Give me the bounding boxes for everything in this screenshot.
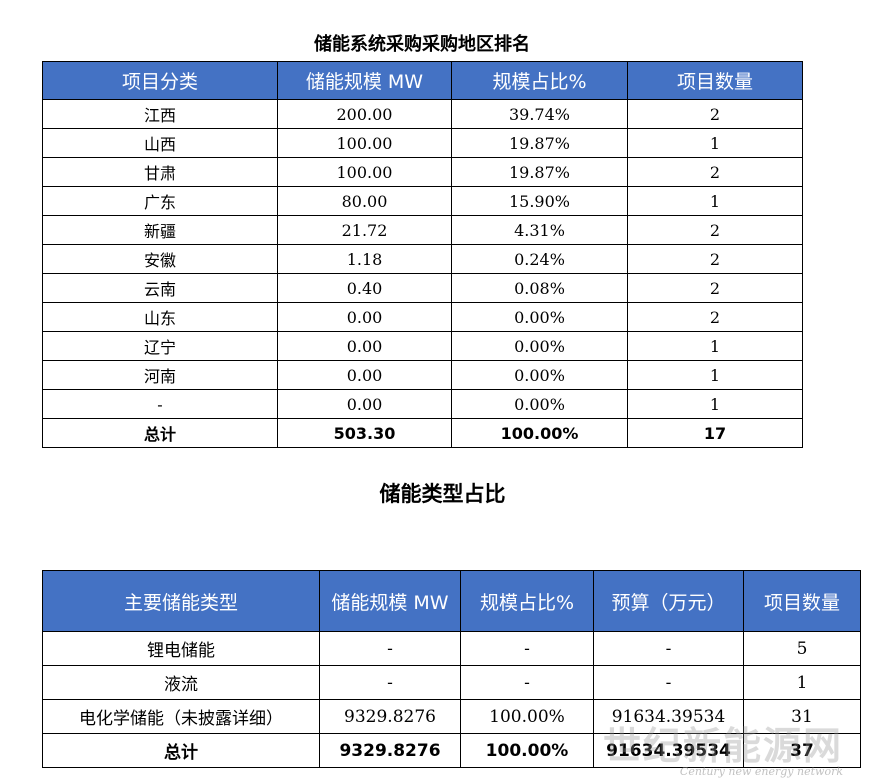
total-cell: 总计: [42, 418, 278, 448]
table-cell: 2: [627, 302, 803, 332]
table-cell: 80.00: [277, 186, 452, 216]
table-row: 山东 0.00 0.00% 2: [42, 302, 803, 332]
table-cell: -: [460, 631, 594, 666]
table-cell: 100.00: [277, 128, 452, 158]
table-cell: 1: [627, 186, 803, 216]
table-cell: 甘肃: [42, 157, 278, 187]
table-cell: 200.00: [277, 99, 452, 129]
table-cell: 电化学储能（未披露详细）: [42, 699, 320, 734]
table-cell: 2: [627, 273, 803, 303]
table-cell: 2: [627, 99, 803, 129]
table-cell: 1: [627, 128, 803, 158]
table-cell: 0.00: [277, 389, 452, 419]
table-header-row: 项目分类 储能规模 MW 规模占比% 项目数量: [42, 61, 803, 100]
column-header: 储能规模 MW: [319, 570, 461, 632]
table-cell: 2: [627, 215, 803, 245]
table-cell: 山东: [42, 302, 278, 332]
table-cell: 新疆: [42, 215, 278, 245]
table-cell: 0.00%: [451, 302, 628, 332]
table-cell: 云南: [42, 273, 278, 303]
table-cell: 江西: [42, 99, 278, 129]
table-cell: 锂电储能: [42, 631, 320, 666]
total-cell: 100.00%: [451, 418, 628, 448]
table-cell: 31: [743, 699, 861, 734]
storage-type-share-title: 储能类型占比: [379, 482, 506, 506]
table-cell: -: [593, 665, 744, 700]
column-header: 规模占比%: [451, 61, 628, 100]
table-cell: 100.00: [277, 157, 452, 187]
column-header: 规模占比%: [460, 570, 594, 632]
total-row: 总计 503.30 100.00% 17: [42, 418, 803, 448]
table-cell: 0.00: [277, 360, 452, 390]
table-cell: -: [460, 665, 594, 700]
table-cell: 0.00: [277, 331, 452, 361]
table-cell: 0.24%: [451, 244, 628, 274]
regional-ranking-title: 储能系统采购采购地区排名: [314, 34, 530, 55]
table-cell: 1: [627, 389, 803, 419]
total-cell: 总计: [42, 733, 320, 768]
table-row: 辽宁 0.00 0.00% 1: [42, 331, 803, 361]
table-cell: 19.87%: [451, 128, 628, 158]
table-row: 新疆 21.72 4.31% 2: [42, 215, 803, 245]
table-cell: -: [42, 389, 278, 419]
table-cell: 安徽: [42, 244, 278, 274]
table-cell: 39.74%: [451, 99, 628, 129]
table-row: 山西 100.00 19.87% 1: [42, 128, 803, 158]
table-cell: 2: [627, 157, 803, 187]
column-header: 项目分类: [42, 61, 278, 100]
total-cell: 37: [743, 733, 861, 768]
table-row: 电化学储能（未披露详细） 9329.8276 100.00% 91634.39534 3…: [42, 699, 861, 734]
table-cell: 广东: [42, 186, 278, 216]
table-cell: 5: [743, 631, 861, 666]
total-cell: 91634.39534: [593, 733, 744, 768]
table-row: 河南 0.00 0.00% 1: [42, 360, 803, 390]
table-cell: 河南: [42, 360, 278, 390]
table-cell: 0.00%: [451, 331, 628, 361]
table-row: 甘肃 100.00 19.87% 2: [42, 157, 803, 187]
table-cell: 1: [743, 665, 861, 700]
table-cell: 0.40: [277, 273, 452, 303]
total-cell: 503.30: [277, 418, 452, 448]
table-cell: 0.08%: [451, 273, 628, 303]
column-header: 项目数量: [743, 570, 861, 632]
table-cell: 1: [627, 331, 803, 361]
table-cell: 山西: [42, 128, 278, 158]
table-cell: 100.00%: [460, 699, 594, 734]
total-cell: 17: [627, 418, 803, 448]
column-header: 预算（万元）: [593, 570, 744, 632]
table-row: 云南 0.40 0.08% 2: [42, 273, 803, 303]
table-cell: 15.90%: [451, 186, 628, 216]
table-cell: 9329.8276: [319, 699, 461, 734]
regional-ranking-table: 项目分类 储能规模 MW 规模占比% 项目数量 江西 200.00 39.74% 2 山…: [42, 61, 803, 448]
table-cell: 91634.39534: [593, 699, 744, 734]
table-cell: 液流: [42, 665, 320, 700]
table-cell: 0.00%: [451, 389, 628, 419]
total-row: 总计 9329.8276 100.00% 91634.39534 37: [42, 733, 861, 768]
table-row: -0.00 0.00% 1: [42, 389, 803, 419]
table-cell: 1: [627, 360, 803, 390]
column-header: 主要储能类型: [42, 570, 320, 632]
table-row: 广东 80.00 15.90% 1: [42, 186, 803, 216]
table-cell: 4.31%: [451, 215, 628, 245]
column-header: 储能规模 MW: [277, 61, 452, 100]
storage-type-table: 主要储能类型 储能规模 MW 规模占比% 预算（万元） 项目数量 锂电储能 - - -…: [42, 570, 861, 768]
table-cell: 21.72: [277, 215, 452, 245]
table-cell: -: [593, 631, 744, 666]
table-row: 锂电储能 - - -5: [42, 631, 861, 666]
table-row: 江西 200.00 39.74% 2: [42, 99, 803, 129]
table-cell: 0.00: [277, 302, 452, 332]
table-cell: 辽宁: [42, 331, 278, 361]
table-cell: 19.87%: [451, 157, 628, 187]
table-row: 安徽 1.18 0.24% 2: [42, 244, 803, 274]
table-row: 液流 - - -1: [42, 665, 861, 700]
total-cell: 100.00%: [460, 733, 594, 768]
table-cell: 2: [627, 244, 803, 274]
table-cell: 1.18: [277, 244, 452, 274]
table-cell: -: [319, 631, 461, 666]
table-cell: -: [319, 665, 461, 700]
total-cell: 9329.8276: [319, 733, 461, 768]
table-header-row: 主要储能类型 储能规模 MW 规模占比% 预算（万元） 项目数量: [42, 570, 861, 632]
table-cell: 0.00%: [451, 360, 628, 390]
column-header: 项目数量: [627, 61, 803, 100]
